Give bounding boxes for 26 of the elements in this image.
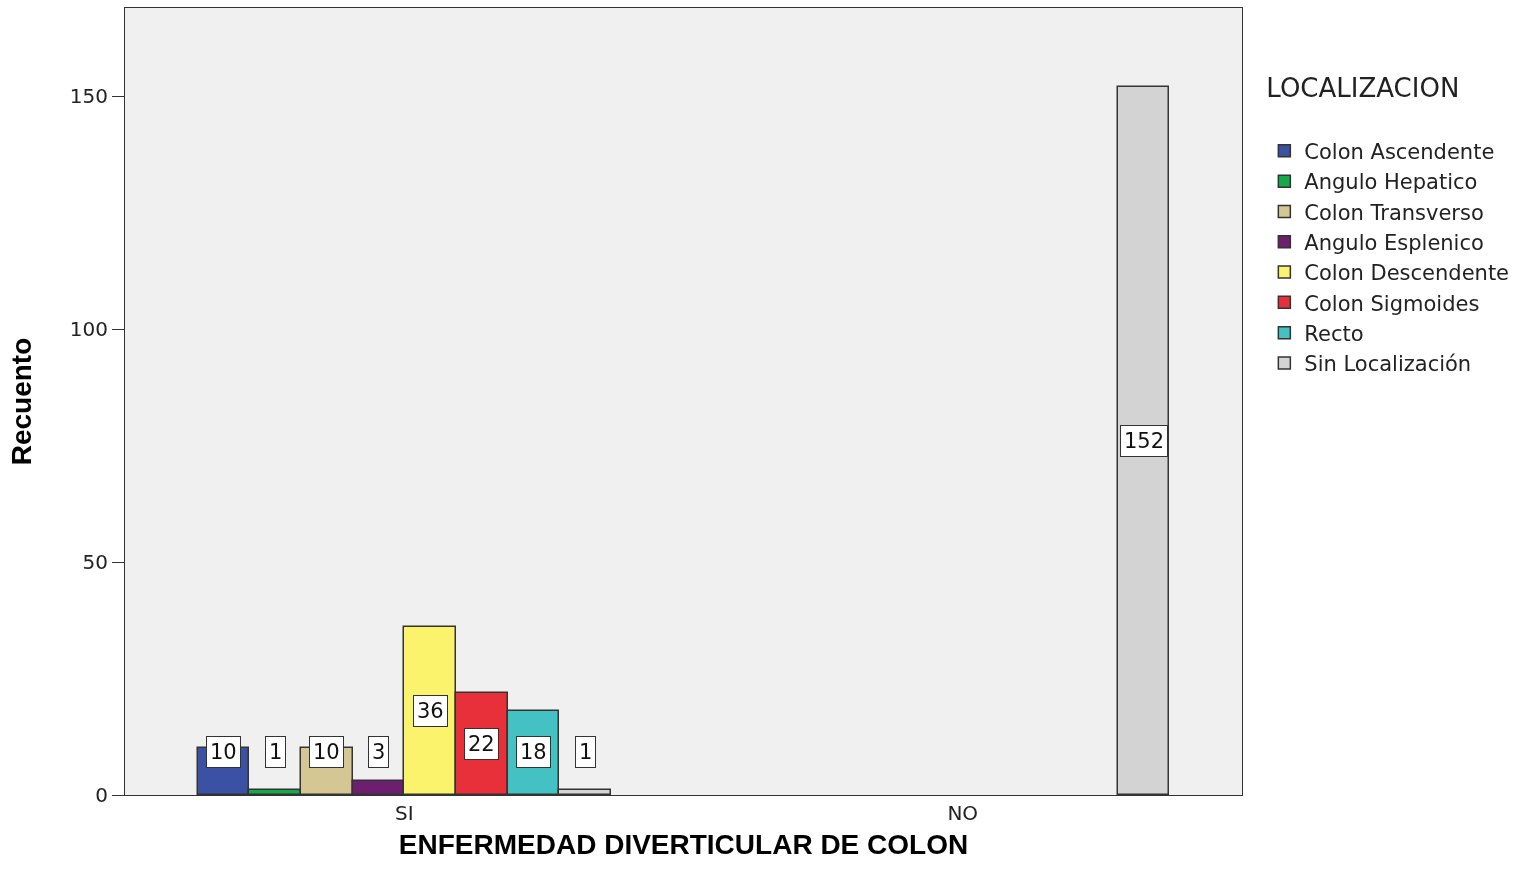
legend-label: Colon Sigmoides: [1304, 291, 1480, 316]
data-label: 1: [269, 740, 283, 764]
y-tick-label: 100: [69, 317, 108, 342]
legend-label: Colon Ascendente: [1304, 140, 1495, 165]
x-tick-label: NO: [947, 801, 979, 825]
x-tick-label: SI: [394, 801, 414, 825]
legend-label: Sin Localización: [1304, 352, 1472, 377]
y-tick-label: 50: [82, 550, 108, 575]
data-label: 3: [372, 740, 386, 764]
data-label: 10: [313, 740, 340, 764]
data-label: 22: [468, 732, 495, 756]
y-tick-label: 0: [95, 783, 108, 807]
legend-title: LOCALIZACION: [1266, 72, 1460, 103]
data-label: 36: [417, 699, 444, 723]
x-axis-title: ENFERMEDAD DIVERTICULAR DE COLON: [398, 829, 969, 861]
y-tick-label: 150: [69, 84, 108, 109]
data-label: 1: [579, 740, 593, 764]
legend-label: Angulo Hepatico: [1304, 170, 1478, 195]
legend-label: Colon Transverso: [1304, 200, 1484, 225]
legend-label: Angulo Esplenico: [1304, 230, 1484, 255]
data-label: 10: [210, 740, 237, 764]
data-label: 152: [1124, 429, 1165, 453]
data-label: 18: [520, 740, 547, 764]
legend-label: Colon Descendente: [1304, 261, 1510, 286]
y-axis-title: Recuento: [5, 337, 37, 466]
legend-label: Recto: [1304, 321, 1364, 346]
